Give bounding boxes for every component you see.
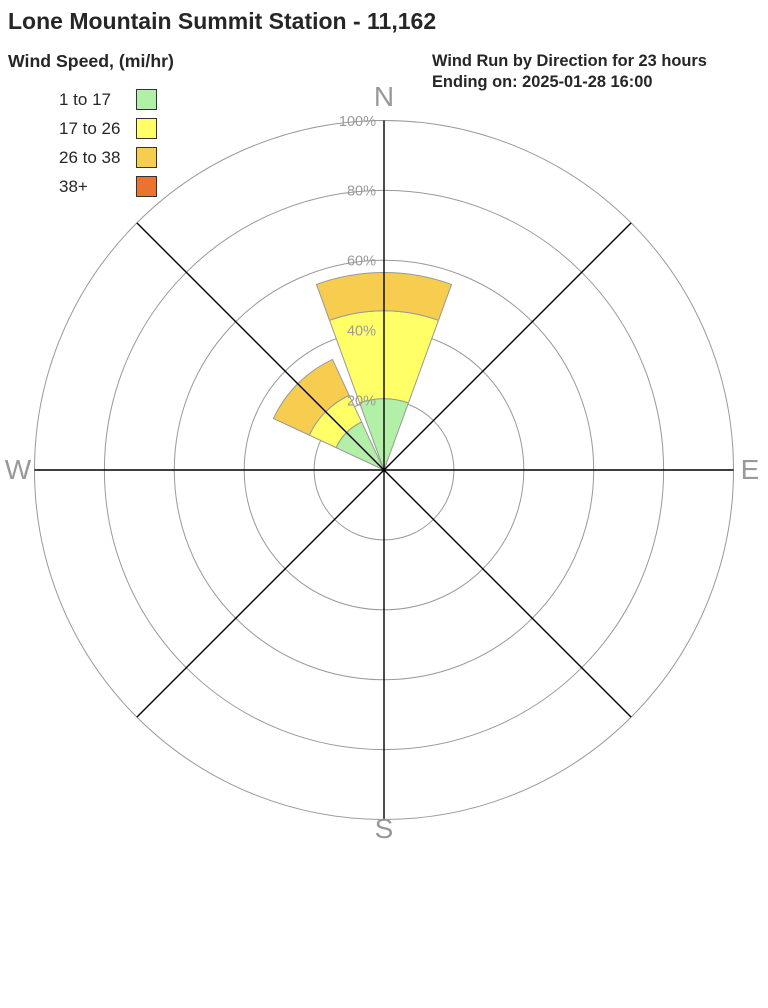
svg-text:100%: 100% bbox=[339, 114, 376, 130]
svg-text:80%: 80% bbox=[347, 184, 376, 200]
svg-text:20%: 20% bbox=[347, 394, 376, 410]
svg-text:N: N bbox=[374, 81, 394, 112]
svg-text:W: W bbox=[5, 454, 32, 485]
svg-text:S: S bbox=[375, 813, 394, 844]
svg-text:60%: 60% bbox=[347, 254, 376, 270]
svg-text:40%: 40% bbox=[347, 324, 376, 340]
svg-text:E: E bbox=[741, 454, 760, 485]
